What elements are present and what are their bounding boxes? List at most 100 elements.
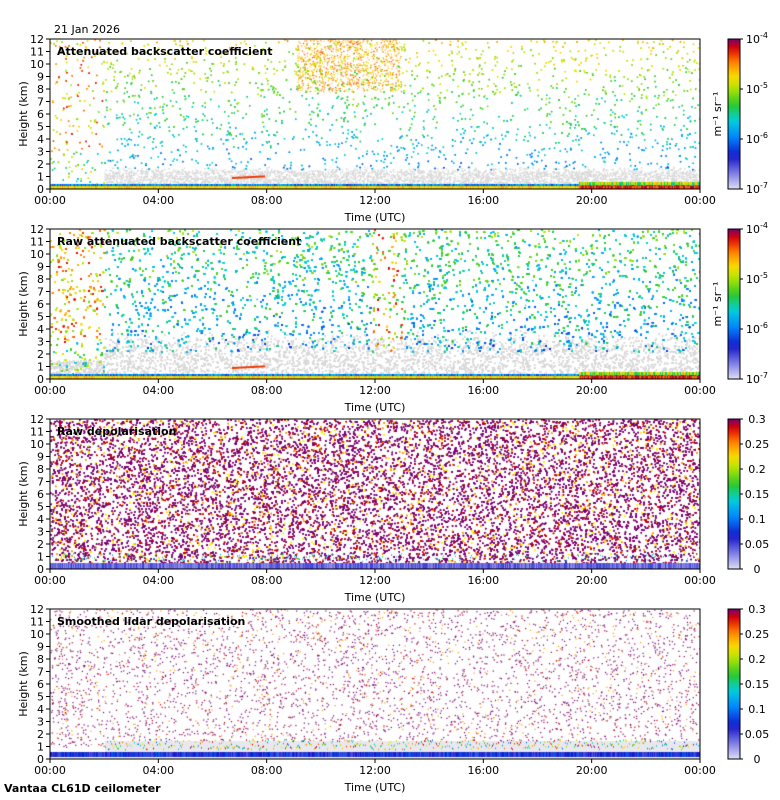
x-tick-label: 08:00 (251, 384, 283, 397)
colorbar-tick-label: 10-4 (746, 31, 768, 46)
y-axis-label: Height (km) (17, 651, 30, 717)
x-tick-label: 16:00 (467, 194, 499, 207)
y-axis-label: Height (km) (17, 461, 30, 527)
y-tick-label: 10 (30, 438, 44, 451)
x-tick-label: 00:00 (684, 384, 716, 397)
y-tick-label: 6 (37, 488, 44, 501)
y-tick-label: 12 (30, 603, 44, 616)
x-tick-label: 12:00 (359, 574, 391, 587)
y-tick-label: 1 (37, 741, 44, 754)
y-tick-label: 8 (37, 273, 44, 286)
panel-title: Smoothed lidar depolarisation (57, 615, 245, 628)
y-tick-label: 1 (37, 551, 44, 564)
y-tick-label: 11 (30, 46, 44, 59)
panel-title: Attenuated backscatter coefficient (57, 45, 273, 58)
y-axis-label: Height (km) (17, 271, 30, 337)
x-tick-label: 12:00 (359, 194, 391, 207)
y-tick-label: 10 (30, 58, 44, 71)
x-tick-label: 00:00 (684, 574, 716, 587)
colorbar (727, 228, 741, 380)
panel-1: Attenuated backscatter coefficient012345… (17, 31, 768, 224)
colorbar-tick-label: 0.3 (748, 603, 766, 616)
y-tick-label: 4 (37, 323, 44, 336)
colorbar-tick-label: 0.15 (745, 678, 770, 691)
colorbar-units: m⁻¹ sr⁻¹ (711, 282, 724, 327)
x-tick-label: 00:00 (34, 764, 66, 777)
y-tick-label: 2 (37, 728, 44, 741)
y-tick-label: 12 (30, 413, 44, 426)
y-tick-label: 0 (37, 563, 44, 576)
site-label: Vantaa CL61D ceilometer (4, 782, 161, 795)
colorbar-tick-label: 0.25 (745, 438, 770, 451)
x-tick-label: 08:00 (251, 764, 283, 777)
y-tick-label: 12 (30, 33, 44, 46)
y-tick-label: 7 (37, 666, 44, 679)
panel-4: Smoothed lidar depolarisation01234567891… (17, 603, 769, 794)
y-tick-label: 9 (37, 641, 44, 654)
y-tick-label: 10 (30, 628, 44, 641)
y-tick-label: 9 (37, 451, 44, 464)
heatmap-raster (50, 39, 700, 189)
colorbar-tick-label: 10-7 (746, 371, 768, 386)
heatmap-raster (50, 229, 700, 379)
x-tick-label: 20:00 (576, 574, 608, 587)
y-tick-label: 9 (37, 261, 44, 274)
y-tick-label: 6 (37, 678, 44, 691)
colorbar-tick-label: 10-6 (746, 321, 768, 336)
y-tick-label: 8 (37, 653, 44, 666)
x-tick-label: 04:00 (142, 194, 174, 207)
colorbar-tick-label: 0 (754, 563, 761, 576)
y-tick-label: 5 (37, 121, 44, 134)
y-tick-label: 11 (30, 616, 44, 629)
y-tick-label: 2 (37, 348, 44, 361)
colorbar-tick-label: 0.25 (745, 628, 770, 641)
colorbar (727, 608, 741, 760)
y-tick-label: 11 (30, 236, 44, 249)
y-tick-label: 1 (37, 361, 44, 374)
x-axis-label: Time (UTC) (344, 211, 406, 224)
x-tick-label: 00:00 (34, 384, 66, 397)
y-tick-label: 12 (30, 223, 44, 236)
x-tick-label: 08:00 (251, 574, 283, 587)
y-tick-label: 4 (37, 703, 44, 716)
x-tick-label: 04:00 (142, 574, 174, 587)
y-tick-label: 0 (37, 183, 44, 196)
colorbar (727, 418, 741, 570)
y-tick-label: 11 (30, 426, 44, 439)
x-tick-label: 04:00 (142, 384, 174, 397)
x-tick-label: 20:00 (576, 194, 608, 207)
y-tick-label: 3 (37, 716, 44, 729)
colorbar-tick-label: 0 (754, 753, 761, 766)
colorbar-tick-label: 0.05 (745, 538, 770, 551)
colorbar-tick-label: 10-5 (746, 81, 768, 96)
y-tick-label: 3 (37, 526, 44, 539)
colorbar-tick-label: 0.3 (748, 413, 766, 426)
y-tick-label: 5 (37, 501, 44, 514)
colorbar-tick-label: 0.2 (748, 653, 766, 666)
x-tick-label: 20:00 (576, 764, 608, 777)
colorbar-tick-label: 10-4 (746, 221, 768, 236)
x-tick-label: 12:00 (359, 764, 391, 777)
x-tick-label: 00:00 (684, 194, 716, 207)
x-tick-label: 00:00 (34, 194, 66, 207)
y-tick-label: 2 (37, 158, 44, 171)
colorbar-tick-label: 0.2 (748, 463, 766, 476)
colorbar-tick-label: 0.05 (745, 728, 770, 741)
y-tick-label: 3 (37, 336, 44, 349)
x-tick-label: 16:00 (467, 764, 499, 777)
y-tick-label: 7 (37, 96, 44, 109)
x-tick-label: 20:00 (576, 384, 608, 397)
y-tick-label: 0 (37, 373, 44, 386)
y-tick-label: 2 (37, 538, 44, 551)
y-tick-label: 5 (37, 691, 44, 704)
y-tick-label: 3 (37, 146, 44, 159)
panels: Attenuated backscatter coefficient012345… (17, 31, 769, 794)
y-tick-label: 7 (37, 286, 44, 299)
y-tick-label: 0 (37, 753, 44, 766)
y-tick-label: 8 (37, 463, 44, 476)
colorbar-tick-label: 10-5 (746, 271, 768, 286)
y-tick-label: 6 (37, 108, 44, 121)
y-tick-label: 8 (37, 83, 44, 96)
x-tick-label: 16:00 (467, 384, 499, 397)
